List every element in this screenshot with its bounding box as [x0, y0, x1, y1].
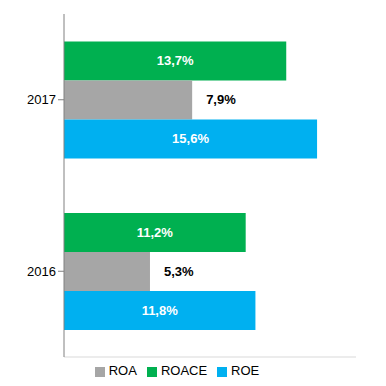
svg-text:13,7%: 13,7% [157, 53, 194, 68]
svg-text:15,6%: 15,6% [172, 131, 209, 146]
svg-text:2016: 2016 [27, 264, 56, 279]
html-text:ROACE: ROACE [160, 363, 208, 378]
svg-text:11,2%: 11,2% [137, 225, 174, 240]
html-text:ROE: ROE [231, 363, 260, 378]
svg-text:11,8%: 11,8% [142, 303, 179, 318]
html-text:ROA: ROA [108, 363, 137, 378]
svg-text:2017: 2017 [27, 92, 56, 107]
svg-text:7,9%: 7,9% [206, 92, 236, 107]
svg-text:5,3%: 5,3% [164, 264, 194, 279]
